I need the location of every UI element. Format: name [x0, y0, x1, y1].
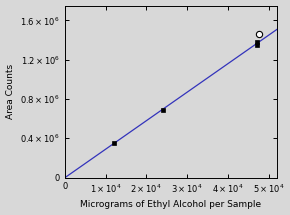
Y-axis label: Area Counts: Area Counts: [6, 64, 14, 119]
X-axis label: Micrograms of Ethyl Alcohol per Sample: Micrograms of Ethyl Alcohol per Sample: [80, 200, 262, 209]
